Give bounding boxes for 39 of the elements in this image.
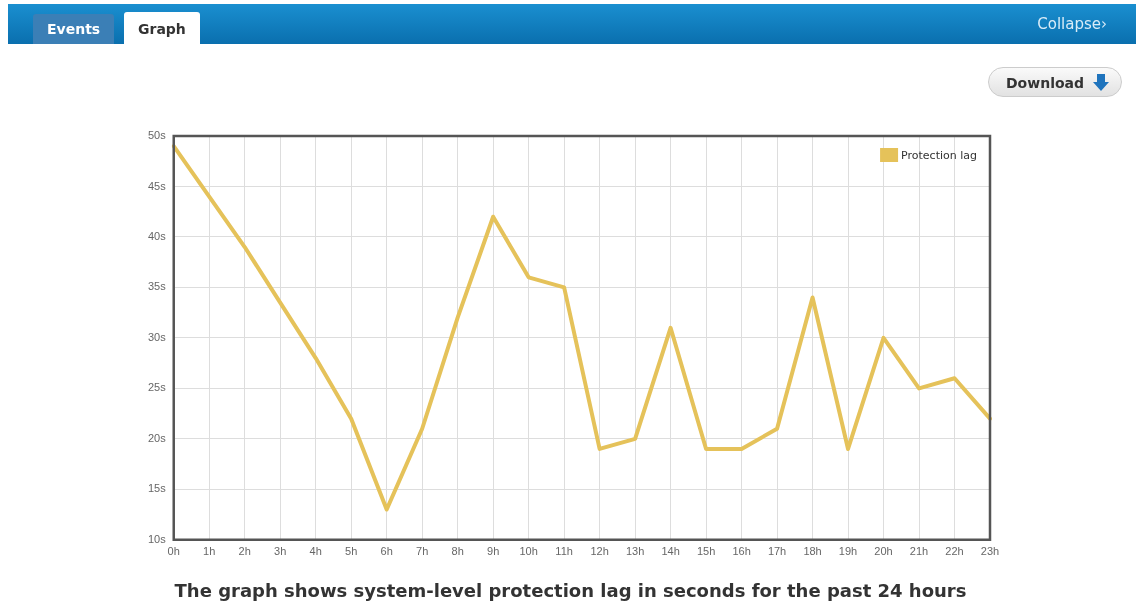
- x-tick-label: 1h: [203, 545, 216, 558]
- text: Events: [33, 14, 115, 44]
- x-tick-label: 3h: [274, 545, 287, 558]
- x-tick-label: 7h: [416, 545, 429, 558]
- x-tick-label: 18h: [803, 545, 822, 558]
- y-tick-label: 40s: [147, 229, 167, 242]
- x-tick-label: 12h: [590, 545, 609, 558]
- y-tick-label: 30s: [147, 330, 167, 343]
- x-tick-label: 22h: [945, 545, 964, 558]
- text: The graph shows system-level protection lag in seconds for the past 24 hours: [173, 580, 968, 601]
- x-tick-label: 2h: [238, 545, 251, 558]
- y-tick-label: 35s: [147, 280, 167, 293]
- x-tick-label: 15h: [696, 545, 716, 558]
- x-tick-label: 23h: [980, 545, 1000, 558]
- x-tick-label: 13h: [625, 545, 645, 558]
- y-tick-label: 50s: [147, 129, 167, 142]
- x-tick-label: 19h: [838, 545, 858, 558]
- text: Graph: [124, 12, 200, 44]
- x-tick-label: 4h: [309, 545, 322, 558]
- text: Download: [988, 67, 1122, 97]
- x-tick-label: 14h: [661, 545, 680, 558]
- x-tick-label: 17h: [767, 545, 787, 558]
- x-tick-label: 5h: [345, 545, 358, 558]
- y-tick-label: 15s: [147, 482, 167, 495]
- x-tick-label: 21h: [909, 545, 929, 558]
- x-tick-label: 6h: [380, 545, 393, 558]
- x-tick-label: 9h: [487, 545, 500, 558]
- x-tick-label: 8h: [451, 545, 464, 558]
- y-tick-label: 10s: [147, 532, 167, 545]
- x-tick-label: 0h: [167, 545, 180, 558]
- text: Collapse›: [1037, 15, 1107, 33]
- x-tick-label: 10h: [519, 545, 538, 558]
- y-tick-label: 20s: [147, 431, 167, 444]
- x-tick-label: 16h: [732, 545, 751, 558]
- y-tick-label: 45s: [147, 179, 167, 192]
- legend-label: Protection lag: [901, 148, 978, 162]
- x-tick-label: 20h: [874, 545, 893, 558]
- x-tick-label: 11h: [555, 545, 573, 558]
- y-tick-label: 25s: [147, 381, 167, 394]
